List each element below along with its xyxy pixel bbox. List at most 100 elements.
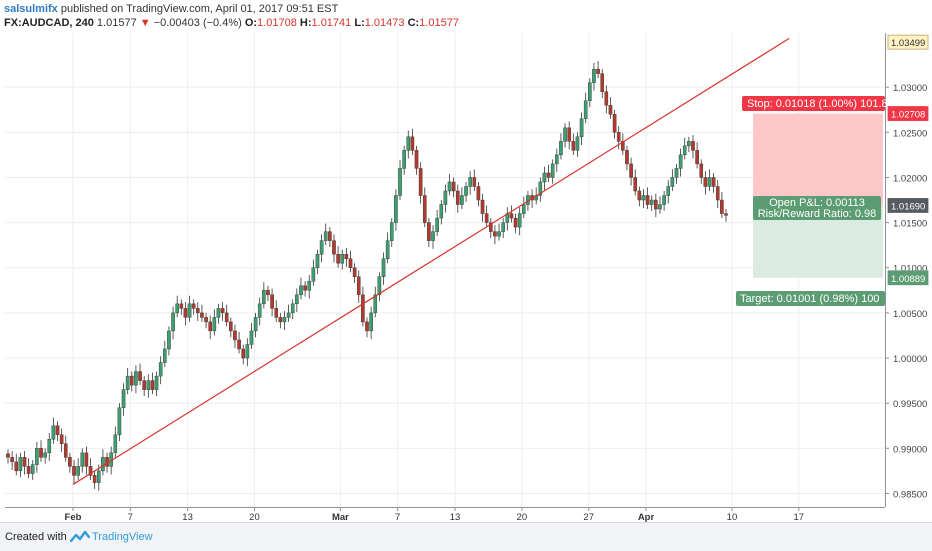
candle-body [608, 105, 613, 115]
candle-body [278, 317, 283, 323]
position-zones[interactable] [753, 113, 883, 278]
symbol-legend: FX:AUDCAD, 240 1.01577 ▼ −0.00403 (−0.4%… [4, 17, 459, 29]
candle-body [352, 267, 357, 277]
candle-body [414, 150, 419, 169]
candle-body [290, 303, 295, 314]
x-tick-label: 13 [182, 512, 193, 522]
candle-body [373, 294, 378, 314]
candle-body [720, 199, 724, 214]
candle-body [501, 222, 505, 232]
candle-body [691, 141, 695, 151]
candle-body [307, 281, 312, 291]
candle-body [134, 371, 138, 386]
candle-body [336, 253, 340, 264]
x-tick-label: 7 [128, 512, 133, 522]
candle-body [299, 285, 303, 296]
candle-body [35, 448, 39, 465]
target-price-marker-box [887, 270, 929, 286]
target-price-marker: 1.00889 [891, 274, 925, 285]
created-with-text: Created with [5, 531, 67, 543]
candle-body [451, 181, 456, 192]
candle-body [311, 267, 316, 282]
candle-body [332, 240, 336, 255]
candle-body [117, 407, 122, 435]
x-tick-label: 27 [583, 512, 594, 522]
plot-area[interactable] [5, 33, 885, 507]
y-tick-label: 1.02000 [893, 173, 927, 184]
candle-body [129, 375, 134, 386]
price-chart[interactable]: 1.03000 1.02500 1.02000 1.01500 1.01000 1.005… [0, 0, 932, 522]
candle-body [493, 231, 497, 237]
candle-body [455, 190, 460, 205]
candle-body [212, 317, 217, 332]
candle-body [245, 344, 250, 359]
candle-body [674, 168, 679, 178]
candle-body [22, 457, 27, 467]
candle-body [575, 136, 580, 151]
candle-body [604, 91, 609, 106]
close-value: 1.01577 [419, 17, 459, 29]
candle-body [51, 425, 56, 440]
candle-body [179, 303, 184, 309]
x-tick-label: 7 [395, 512, 400, 522]
candle-body [125, 375, 130, 390]
candle-body [406, 136, 411, 151]
candle-body [410, 136, 415, 151]
candle-body [262, 290, 266, 305]
candle-body [546, 172, 551, 178]
x-tick-label: 20 [517, 512, 528, 522]
tradingview-link[interactable]: TradingView [92, 531, 153, 543]
stop-zone [753, 113, 883, 206]
candle-body [39, 448, 43, 458]
candle-body [323, 231, 328, 241]
candle-body [596, 68, 600, 74]
candle-body [303, 285, 307, 291]
candle-body [588, 82, 592, 101]
target-label: Target: 0.01001 (0.98%) 100 [740, 293, 879, 305]
candle-body [682, 145, 687, 156]
candle-body [43, 452, 47, 458]
x-tick-label: Feb [65, 512, 82, 522]
candle-body [464, 186, 468, 196]
candle-body [517, 213, 522, 228]
top-price-marker-box [887, 34, 929, 50]
candle-body [571, 141, 576, 151]
candle-body [513, 217, 518, 228]
current-price-marker: 1.01690 [891, 201, 925, 212]
candle-body [237, 339, 241, 350]
candle-body [167, 330, 171, 350]
author-name[interactable]: salsulmifx [4, 3, 58, 15]
candle-body [579, 118, 584, 138]
candle-body [645, 195, 650, 205]
candle-body [344, 253, 349, 259]
candle-body [538, 181, 543, 196]
tradingview-logo-icon [70, 530, 90, 543]
candle-body [418, 168, 423, 196]
time-axis[interactable]: Feb 7 13 20 Mar 7 13 20 27 Apr 10 17 [5, 507, 885, 522]
candle-body [249, 330, 254, 345]
candle-body [398, 168, 402, 196]
y-tick-label: 1.00500 [893, 309, 927, 320]
candle-body [76, 466, 80, 476]
candle-body [488, 222, 493, 232]
open-value: 1.01708 [257, 17, 297, 29]
pnl-label: Open P&L: 0.00113 [769, 197, 865, 209]
candle-body [282, 317, 287, 323]
footer-bar: Created with TradingView [0, 522, 932, 551]
candle-body [253, 317, 258, 332]
y-tick-label: 0.99000 [893, 444, 927, 455]
candle-body [703, 177, 708, 187]
trendline[interactable] [72, 37, 790, 485]
candle-body [377, 276, 382, 296]
stop-price-marker: 1.02708 [891, 110, 925, 121]
candle-body [365, 321, 369, 332]
candle-body [439, 204, 444, 219]
candle-body [59, 434, 64, 444]
candle-body [30, 464, 35, 474]
candle-body [670, 177, 675, 187]
x-tick-label: Apr [638, 512, 655, 522]
candle-body [84, 452, 89, 467]
price-axis[interactable]: 1.03000 1.02500 1.02000 1.01500 1.01000 1.005… [885, 33, 927, 507]
candle-body [270, 294, 274, 309]
candle-body [550, 163, 555, 178]
